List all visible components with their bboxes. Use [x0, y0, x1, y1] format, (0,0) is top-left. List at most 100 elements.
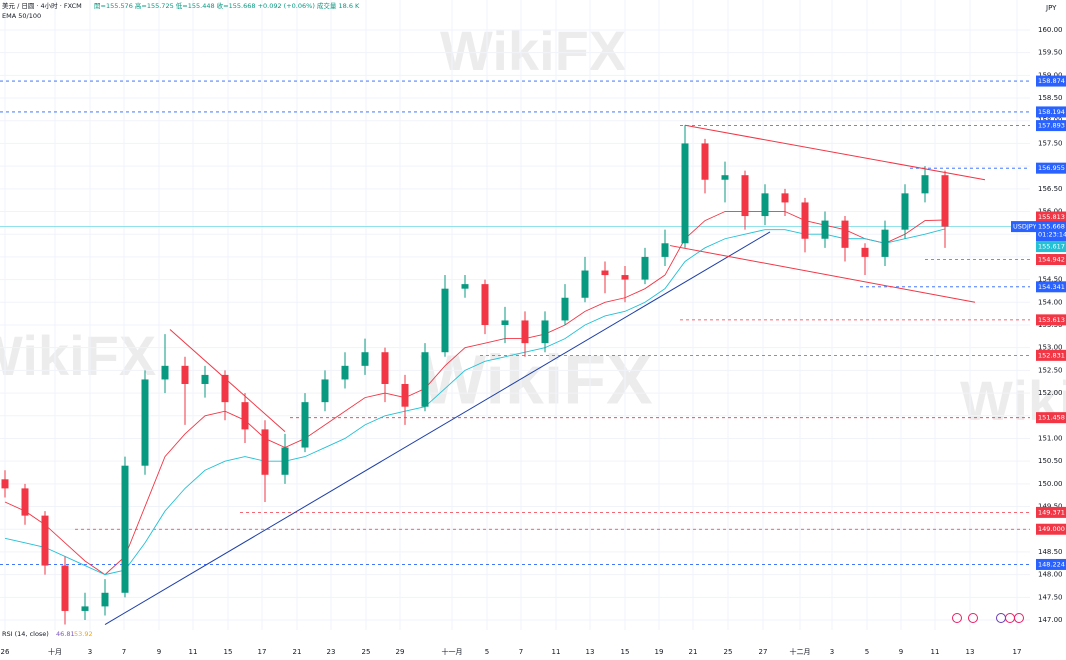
- candle-body: [321, 379, 329, 403]
- candle-body: [881, 229, 889, 257]
- y-tick-label: 156.50: [1038, 185, 1063, 193]
- x-tick-label: 17: [1013, 648, 1022, 656]
- candle-body: [241, 402, 249, 430]
- candle-body: [61, 565, 69, 611]
- trendlines: [104, 124, 986, 625]
- grid: [0, 0, 1030, 630]
- icon[interactable]: [1014, 613, 1024, 623]
- level-box: [1036, 523, 1066, 535]
- y-tick-label: 159.50: [1038, 49, 1063, 57]
- level-text: 148.224: [1038, 560, 1065, 568]
- x-tick-label: 5: [485, 648, 489, 656]
- x-tick-label: 25: [724, 648, 733, 656]
- x-tick-label: 11: [931, 648, 940, 656]
- level-box: [1036, 314, 1066, 326]
- y-tick-label: 152.50: [1038, 366, 1063, 374]
- level-box: [1036, 349, 1066, 361]
- x-tick-label: 13: [586, 648, 595, 656]
- symbol-text: USDJPY: [1013, 223, 1037, 231]
- ema-line: [4, 228, 946, 576]
- ema-value-text: 155.813: [1038, 213, 1065, 221]
- x-tick-label: 9: [157, 648, 161, 656]
- candle-body: [261, 429, 269, 475]
- candle-body: [861, 247, 869, 257]
- x-tick-label: 5: [865, 648, 869, 656]
- candle-body: [621, 275, 629, 280]
- candle-body: [681, 143, 689, 244]
- candle-body: [941, 175, 949, 227]
- candle-body: [101, 592, 109, 607]
- candle-body: [81, 606, 89, 611]
- candles: [1, 125, 949, 625]
- x-tick-label: 27: [759, 648, 768, 656]
- candle-body: [541, 320, 549, 344]
- y-tick-label: 147.50: [1038, 593, 1063, 601]
- candle-body: [821, 220, 829, 239]
- candle-body: [641, 256, 649, 280]
- x-tick-label: 十月: [48, 647, 62, 656]
- candle-body: [121, 465, 129, 593]
- y-tick-label: 153.00: [1038, 344, 1063, 352]
- countdown-text: 01:23:14: [1038, 231, 1066, 239]
- level-box: [1036, 558, 1066, 570]
- watermark: WikiFX: [440, 19, 626, 82]
- candle-body: [481, 284, 489, 325]
- candle-body: [561, 297, 569, 321]
- icon[interactable]: [952, 613, 962, 623]
- currency-label: JPY: [1045, 4, 1057, 12]
- icon[interactable]: [1005, 613, 1015, 623]
- level-text: 153.613: [1038, 316, 1065, 324]
- labels: 147.00147.50148.00148.50149.00149.50150.…: [1, 26, 1066, 656]
- ema-line: [4, 211, 946, 576]
- level-text: 156.955: [1038, 164, 1065, 172]
- icon[interactable]: [968, 613, 978, 623]
- x-tick-label: 29: [396, 648, 405, 656]
- x-tick-label: 11: [552, 648, 561, 656]
- y-tick-label: 147.00: [1038, 616, 1063, 624]
- level-box: [1036, 106, 1066, 118]
- candle-body: [421, 352, 429, 407]
- rsi-label: RSI (14, close): [2, 630, 49, 638]
- x-tick-label: 26: [1, 648, 10, 656]
- x-tick-label: 23: [327, 648, 336, 656]
- x-tick-label: 7: [122, 648, 126, 656]
- candle-body: [21, 488, 29, 516]
- level-box: [1036, 75, 1066, 87]
- candle-body: [661, 243, 669, 257]
- level-text: 152.831: [1038, 351, 1065, 359]
- candle-body: [501, 320, 509, 325]
- ema-value-box: [1036, 211, 1066, 223]
- toolbar-icons[interactable]: [952, 613, 1024, 623]
- x-tick-label: 25: [362, 648, 371, 656]
- level-box: [1036, 162, 1066, 174]
- level-text: 149.000: [1038, 525, 1065, 533]
- x-tick-label: 11: [189, 648, 198, 656]
- candle-body: [581, 270, 589, 298]
- candle-body: [921, 175, 929, 194]
- price-box: [1036, 221, 1066, 242]
- levels: [0, 80, 1030, 565]
- candle-body: [301, 402, 309, 448]
- x-tick-label: 13: [966, 648, 975, 656]
- level-text: 154.341: [1038, 283, 1065, 291]
- y-tick-label: 150.50: [1038, 457, 1063, 465]
- x-tick-label: 3: [830, 648, 834, 656]
- level-text: 157.893: [1038, 122, 1065, 130]
- price-text: 155.668: [1038, 223, 1065, 231]
- y-tick-label: 159.00: [1038, 71, 1063, 79]
- candle-body: [381, 352, 389, 384]
- level-box: [1036, 281, 1066, 293]
- x-tick-label: 17: [258, 648, 267, 656]
- x-tick-label: 十二月: [790, 647, 811, 656]
- watermark: WikiFX: [0, 324, 156, 387]
- candle-body: [461, 284, 469, 289]
- x-tick-label: 19: [655, 648, 664, 656]
- icon[interactable]: [996, 613, 1006, 623]
- x-tick-label: 十一月: [442, 647, 463, 656]
- level-text: 149.371: [1038, 508, 1065, 516]
- x-tick-label: 3: [88, 648, 92, 656]
- candle-body: [601, 270, 609, 276]
- candle-body: [221, 374, 229, 403]
- trendline: [104, 231, 771, 625]
